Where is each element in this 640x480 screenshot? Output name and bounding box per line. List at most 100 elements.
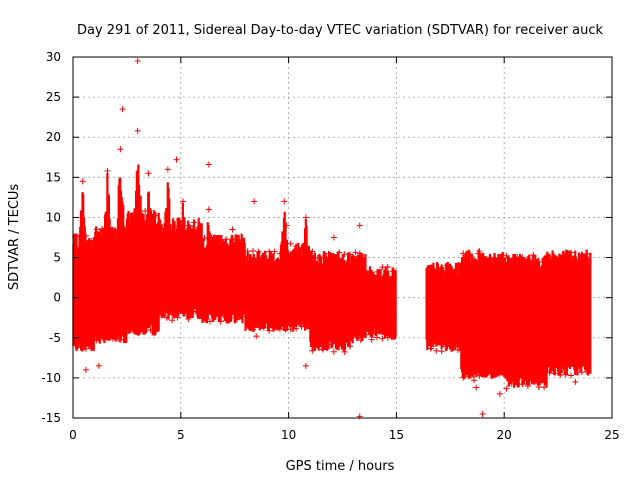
data-point	[239, 313, 246, 320]
data-point	[438, 348, 445, 355]
data-points	[72, 58, 592, 420]
data-point	[205, 206, 212, 213]
data-point	[174, 223, 181, 230]
data-point	[104, 229, 111, 236]
data-point	[117, 146, 124, 153]
data-point	[508, 380, 515, 387]
y-tick-label: -10	[41, 371, 61, 385]
y-tick-label: 10	[46, 210, 61, 224]
data-point	[164, 166, 171, 173]
data-point	[266, 248, 273, 255]
data-point	[584, 368, 591, 375]
data-point	[535, 383, 542, 390]
data-point	[341, 348, 348, 355]
data-point	[79, 178, 86, 185]
data-point	[217, 237, 224, 244]
data-point	[460, 250, 467, 257]
data-point	[578, 369, 585, 376]
data-point	[330, 255, 337, 262]
data-point	[479, 410, 486, 417]
data-point	[266, 327, 273, 334]
data-point	[384, 263, 391, 270]
data-point	[492, 256, 499, 263]
data-point	[228, 236, 235, 243]
data-point	[134, 58, 141, 65]
data-point	[356, 222, 363, 229]
x-tick-label: 25	[604, 428, 619, 442]
data-point	[562, 249, 569, 256]
data-point	[481, 371, 488, 378]
data-point	[302, 362, 309, 369]
data-point	[514, 380, 521, 387]
data-point	[287, 240, 294, 247]
data-point	[519, 381, 526, 388]
data-point	[131, 213, 138, 220]
data-point	[302, 214, 309, 221]
data-point	[253, 333, 260, 340]
data-point	[309, 248, 316, 255]
data-point	[287, 326, 294, 333]
data-point	[282, 326, 289, 333]
data-point	[126, 216, 133, 223]
data-point	[444, 262, 451, 269]
data-point	[325, 250, 332, 257]
data-point	[244, 321, 251, 328]
data-point	[223, 317, 230, 324]
data-point	[497, 256, 504, 263]
data-point	[465, 252, 472, 259]
data-point	[427, 345, 434, 352]
data-point	[233, 316, 240, 323]
data-point	[298, 323, 305, 330]
data-point	[492, 368, 499, 375]
data-point	[347, 251, 354, 258]
data-point	[82, 366, 89, 373]
data-point	[120, 336, 127, 343]
data-point	[293, 243, 300, 250]
data-point	[320, 346, 327, 353]
data-point	[427, 269, 434, 276]
data-point	[115, 335, 122, 342]
data-point	[309, 347, 316, 354]
data-point	[557, 255, 564, 262]
data-point	[244, 248, 251, 255]
data-point	[293, 325, 300, 332]
x-tick-label: 15	[389, 428, 404, 442]
data-point	[330, 234, 337, 241]
data-point	[368, 271, 375, 278]
data-point	[471, 377, 478, 384]
data-point	[524, 256, 531, 263]
data-point	[497, 370, 504, 377]
data-point	[201, 235, 208, 242]
data-point	[212, 234, 219, 241]
data-point	[179, 198, 186, 205]
data-point	[104, 167, 111, 174]
data-point	[205, 161, 212, 168]
data-point	[158, 308, 165, 315]
data-point	[336, 342, 343, 349]
y-tick-label: 0	[53, 291, 61, 305]
data-point	[271, 320, 278, 327]
data-point	[568, 372, 575, 379]
data-point	[120, 226, 127, 233]
data-point	[179, 218, 186, 225]
data-point	[568, 249, 575, 256]
data-point	[357, 337, 364, 344]
data-point	[77, 232, 84, 239]
data-point	[481, 256, 488, 263]
data-point	[158, 225, 165, 232]
data-point	[562, 371, 569, 378]
data-point	[99, 332, 106, 339]
data-point	[271, 248, 278, 255]
data-point	[229, 226, 236, 233]
y-tick-label: -5	[49, 331, 61, 345]
data-point	[190, 308, 197, 315]
data-point	[330, 348, 337, 355]
data-point	[475, 250, 482, 257]
data-point	[276, 250, 283, 257]
data-point	[250, 326, 257, 333]
data-point	[341, 251, 348, 258]
data-point	[514, 253, 521, 260]
data-point	[541, 255, 548, 262]
data-point	[519, 254, 526, 261]
data-point	[115, 227, 122, 234]
